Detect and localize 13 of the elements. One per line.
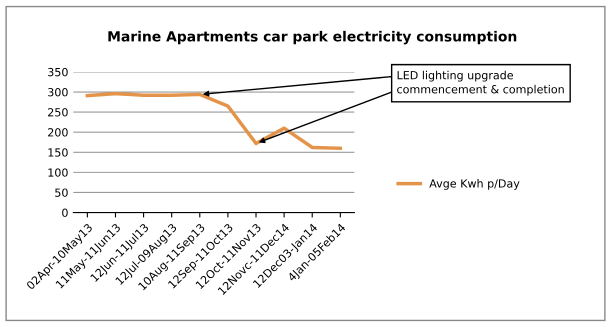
line-series [86, 92, 342, 150]
y-tick-label: 300 [48, 88, 68, 96]
y-tick-label: 200 [48, 128, 68, 137]
annotation: LED lighting upgrade [398, 70, 513, 82]
annotation: commencement & completion [397, 84, 564, 96]
legend-label: Avge Kwh p/Day [429, 179, 520, 190]
chart-title: Marine Apartments car park electricity consumption [108, 30, 516, 44]
y-tick-label: 250 [48, 108, 68, 116]
y-tick-label: 50 [55, 188, 68, 197]
y-tick-label: 0 [62, 208, 68, 217]
y-tick-label: 350 [48, 68, 68, 76]
y-tick-label: 100 [48, 168, 68, 177]
y-tick-label: 150 [48, 148, 68, 157]
